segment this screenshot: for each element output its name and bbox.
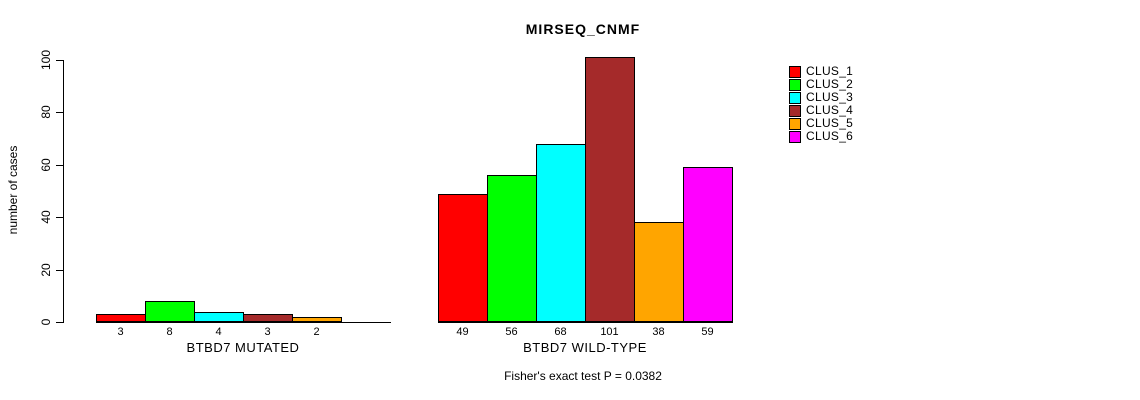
bar-value-label: 2 (313, 326, 320, 338)
bar-clus_2 (487, 175, 537, 322)
y-axis-line (63, 60, 64, 323)
legend-swatch-clus_5 (789, 117, 801, 130)
legend: CLUS_1 CLUS_2 CLUS_3 CLUS_4 CLUS_5 CLUS_6 (789, 65, 853, 143)
bar-clus_2 (145, 301, 195, 322)
y-tick-label: 60 (39, 158, 53, 172)
bar-clus_3 (536, 144, 586, 322)
group-label: BTBD7 MUTATED (186, 340, 300, 355)
bar-clus_1 (96, 314, 146, 322)
legend-item: CLUS_1 (789, 65, 853, 78)
y-tick-label: 0 (39, 318, 53, 326)
legend-swatch-clus_2 (789, 78, 801, 91)
bar-clus_5 (292, 317, 342, 322)
bar-value-label: 4 (215, 326, 222, 338)
bar-clus_5 (634, 222, 684, 322)
legend-item: CLUS_5 (789, 117, 853, 130)
bar-value-label: 3 (117, 326, 124, 338)
y-tick-label: 40 (39, 210, 53, 224)
bar-value-label: 38 (652, 326, 665, 338)
legend-swatch-clus_3 (789, 91, 801, 104)
fisher-test-note: Fisher's exact test P = 0.0382 (504, 369, 662, 383)
legend-item: CLUS_3 (789, 91, 853, 104)
y-tick-mark (56, 165, 63, 166)
legend-item: CLUS_4 (789, 104, 853, 117)
legend-swatch-clus_6 (789, 130, 801, 143)
bar-value-label: 49 (456, 326, 469, 338)
y-tick-mark (56, 322, 63, 323)
bar-clus_4 (243, 314, 293, 322)
legend-label: CLUS_1 (806, 64, 854, 78)
bar-clus_3 (194, 312, 244, 322)
legend-item: CLUS_2 (789, 78, 853, 91)
bar-value-label: 59 (701, 326, 714, 338)
legend-swatch-clus_1 (789, 65, 801, 78)
y-tick-mark (56, 217, 63, 218)
bar-value-label: 56 (505, 326, 518, 338)
legend-item: CLUS_6 (789, 130, 853, 143)
x-axis-baseline (96, 322, 391, 323)
legend-label: CLUS_4 (806, 103, 854, 117)
bar-value-label: 68 (554, 326, 567, 338)
y-tick-label: 80 (39, 105, 53, 119)
legend-swatch-clus_4 (789, 104, 801, 117)
legend-label: CLUS_3 (806, 90, 854, 104)
legend-label: CLUS_5 (806, 116, 854, 130)
y-tick-mark (56, 270, 63, 271)
bar-value-label: 3 (264, 326, 271, 338)
bar-clus_6 (683, 167, 733, 322)
group-label: BTBD7 WILD-TYPE (523, 340, 647, 355)
y-tick-label: 100 (39, 49, 53, 71)
y-tick-mark (56, 112, 63, 113)
bar-clus_1 (438, 194, 488, 322)
y-tick-mark (56, 60, 63, 61)
y-tick-label: 20 (39, 263, 53, 277)
legend-label: CLUS_6 (806, 129, 854, 143)
y-axis-title: number of cases (6, 145, 20, 235)
legend-label: CLUS_2 (806, 77, 854, 91)
x-axis-baseline (438, 322, 733, 323)
bar-value-label: 101 (600, 326, 619, 338)
chart-title: MIRSEQ_CNMF (525, 21, 641, 37)
bar-clus_4 (585, 57, 635, 322)
bar-value-label: 8 (166, 326, 173, 338)
